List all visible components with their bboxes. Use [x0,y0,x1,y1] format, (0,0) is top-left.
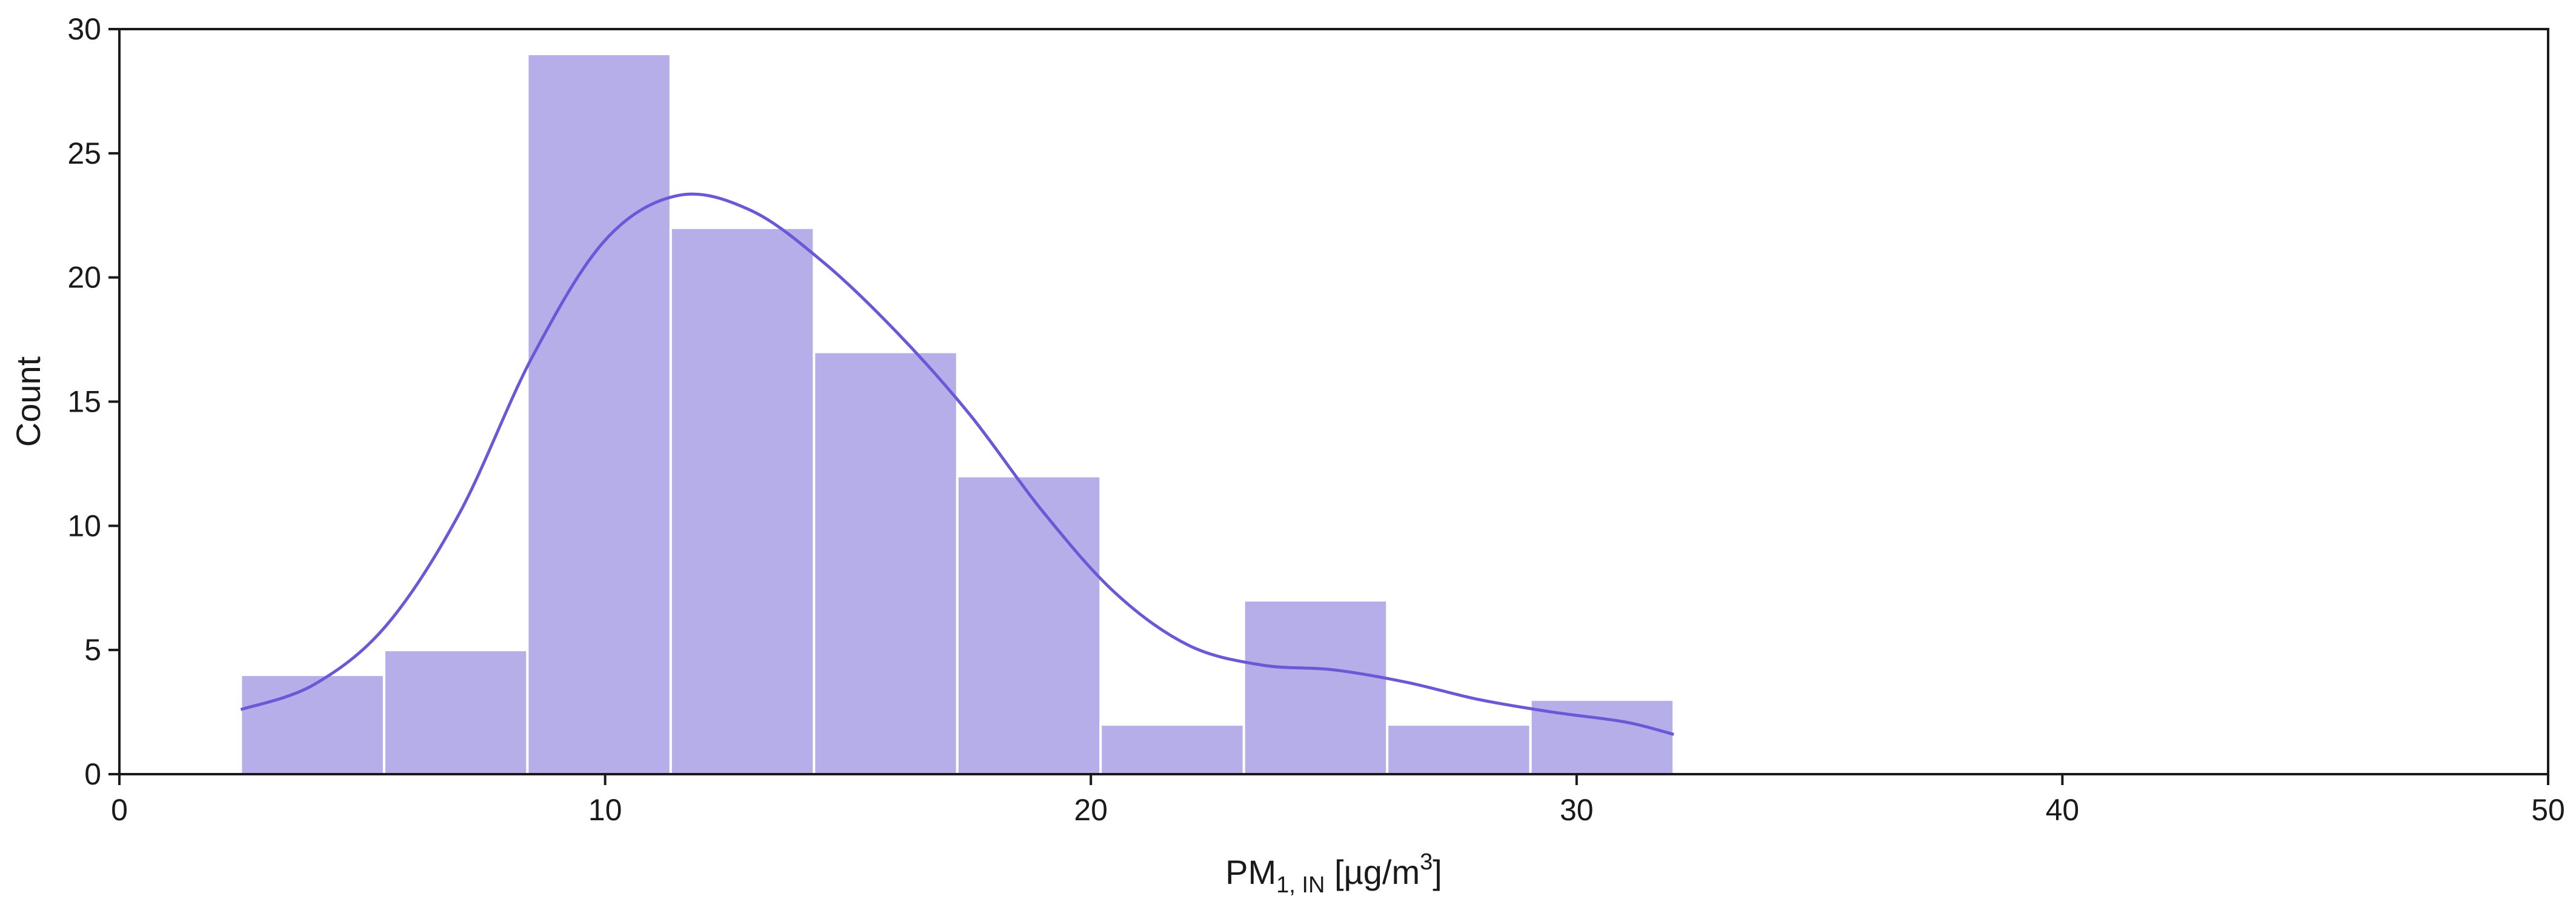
kde-curve [240,192,1674,736]
x-tick-label: 0 [111,793,128,827]
histogram-bar [526,52,672,775]
histogram-bar [669,226,816,775]
x-tick-label: 20 [1074,793,1108,827]
x-tick-label: 40 [2046,793,2080,827]
x-axis-title-unit-suffix: ] [1433,853,1442,891]
y-axis: 0 5 10 15 20 25 30 [67,12,119,791]
y-tick-label: 5 [84,633,101,667]
x-axis-title-unit-prefix: [µg/m [1325,853,1420,891]
histogram-bars [239,52,1676,776]
histogram-bar [1242,599,1389,775]
x-axis-title-base: PM [1225,853,1276,891]
y-tick-label: 0 [84,757,101,791]
y-tick-label: 15 [67,385,101,419]
histogram-bar [1099,723,1245,775]
histogram-bar [239,674,385,775]
histogram-bar [813,350,959,775]
histogram-bar [382,649,529,775]
y-axis-title: Count [9,356,47,447]
x-tick-label: 30 [1560,793,1594,827]
x-tick-label: 50 [2531,793,2565,827]
y-tick-label: 30 [67,12,101,46]
histogram-bar [1386,723,1532,775]
x-axis-title: PM1, IN [µg/m3] [1225,849,1442,898]
y-tick-label: 25 [67,136,101,170]
x-axis-title-superscript: 3 [1420,849,1433,875]
histogram-bar [956,475,1102,776]
x-axis: 0 10 20 30 40 50 [111,774,2565,827]
x-tick-label: 10 [588,793,622,827]
y-tick-label: 20 [67,261,101,295]
x-axis-title-subscript: 1, IN [1276,872,1325,898]
y-tick-label: 10 [67,509,101,543]
